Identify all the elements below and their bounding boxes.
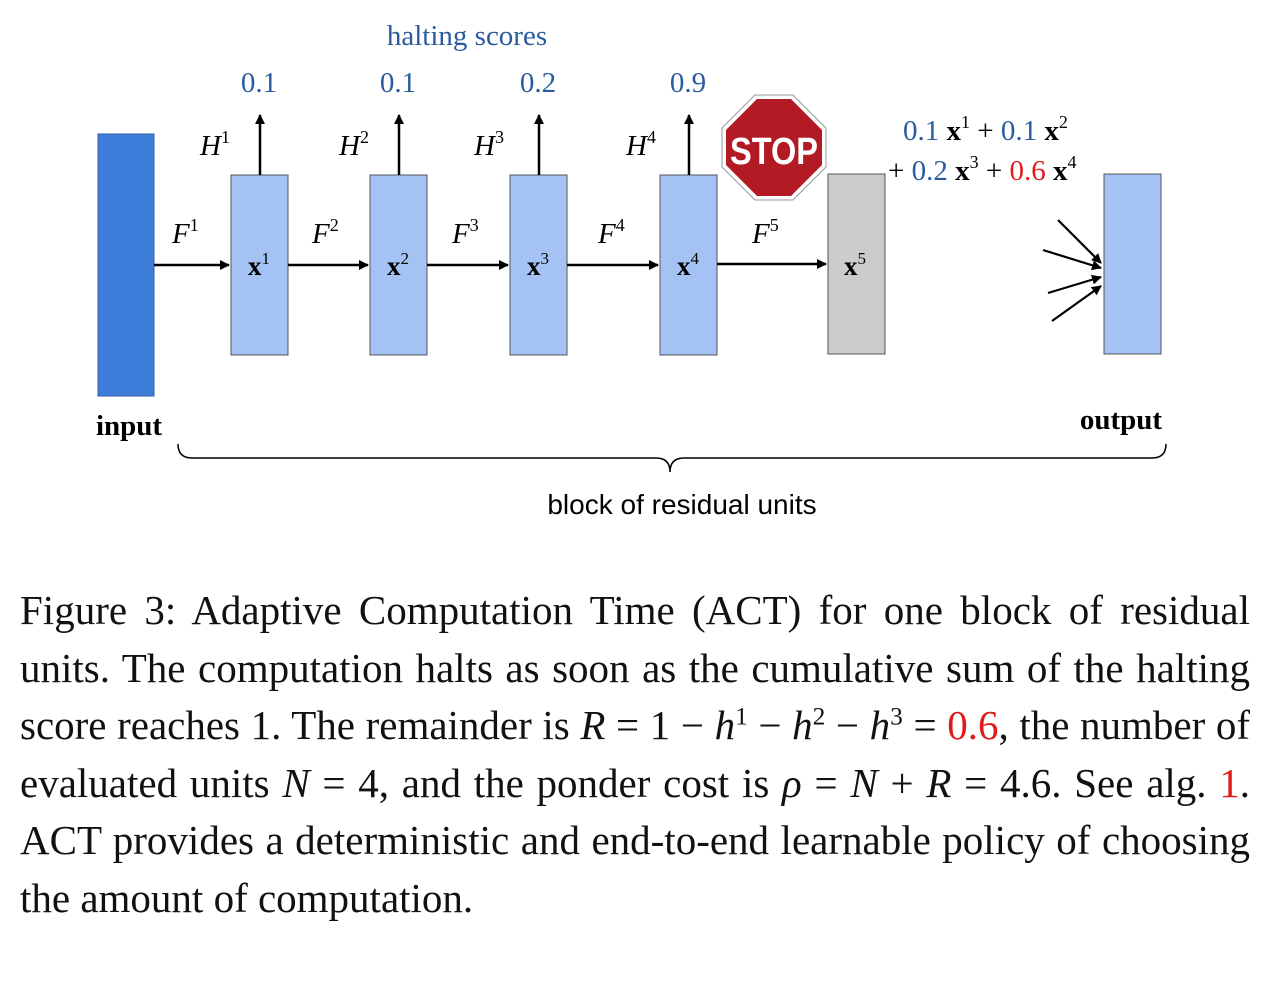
output-block	[1103, 173, 1162, 355]
sum-arrow-2	[1042, 248, 1102, 271]
h-label-3: H3	[473, 127, 504, 162]
halting-score-4: 0.9	[670, 67, 706, 99]
h-label-4: H4	[625, 127, 656, 162]
weighted-sum-line-2: + 0.2 x3 + 0.6 x4	[888, 143, 1076, 187]
x-label-4: x4	[677, 249, 700, 281]
stop-sign-icon: STOP	[721, 94, 827, 201]
unit-block-4	[659, 174, 718, 356]
unit-block-1	[230, 174, 289, 356]
algorithm-link[interactable]: 1	[1219, 759, 1240, 806]
unit-block-2	[369, 174, 428, 356]
f-label-5: F5	[751, 215, 779, 250]
h-label-2: H2	[338, 127, 369, 162]
h-label-1: H1	[199, 127, 230, 162]
figure-caption: Figure 3: Adaptive Computation Time (ACT…	[20, 587, 1251, 921]
input-label: input	[96, 410, 162, 442]
x-label-2: x2	[387, 249, 409, 281]
act-diagram: halting scores 0.1 0.1 0.2 0.9 F1 F2 F3 …	[96, 20, 1167, 520]
halting-score-3: 0.2	[520, 67, 556, 99]
input-block	[97, 133, 155, 397]
residual-block-brace	[177, 443, 1167, 473]
brace-label: block of residual units	[547, 489, 816, 520]
sum-arrow-3	[1047, 274, 1102, 295]
f-label-4: F4	[597, 215, 625, 250]
unit-block-5-skipped	[827, 173, 886, 355]
halting-scores-title: halting scores	[387, 20, 547, 52]
f-label-3: F3	[451, 215, 479, 250]
f-label-2: F2	[311, 215, 339, 250]
f-label-1: F1	[171, 215, 199, 250]
sum-arrow-1	[1057, 219, 1102, 264]
x-label-5: x5	[844, 249, 866, 281]
output-label: output	[1080, 404, 1163, 436]
halting-score-1: 0.1	[241, 67, 277, 99]
x-label-3: x3	[527, 249, 549, 281]
stop-sign-text: STOP	[730, 131, 818, 173]
sum-arrow-4	[1051, 285, 1102, 322]
weighted-sum-line-1: 0.1 x1 + 0.1 x2	[903, 103, 1068, 147]
halting-score-2: 0.1	[380, 67, 416, 99]
x-label-1: x1	[248, 249, 270, 281]
remainder-value: 0.6	[947, 702, 999, 748]
